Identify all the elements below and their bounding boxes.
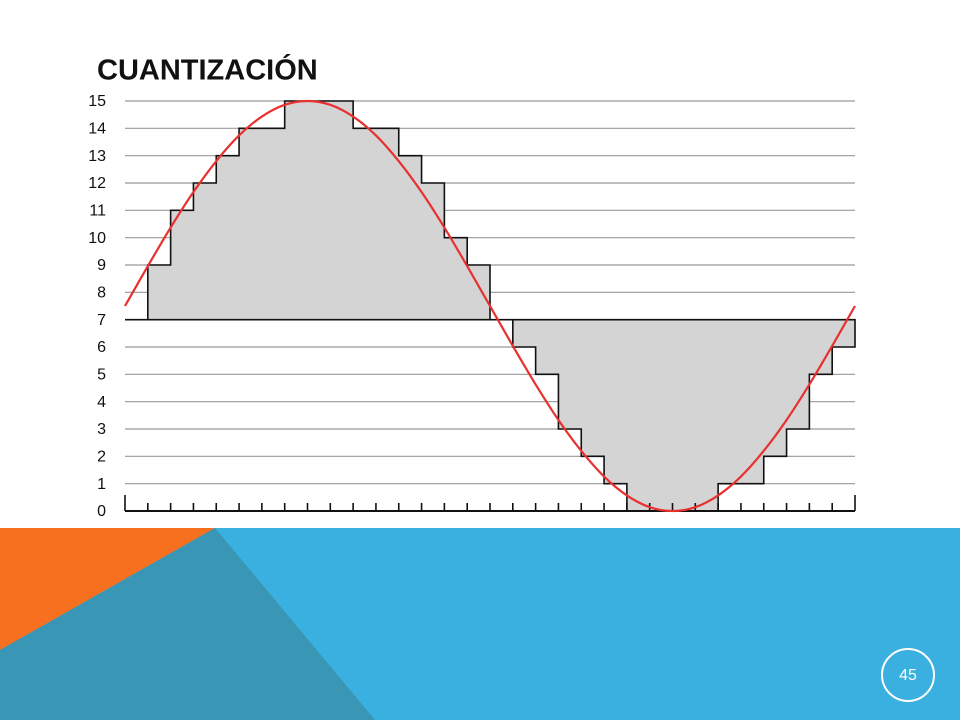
y-tick-label: 15 [88,93,106,110]
page-circle [881,648,935,702]
step-bar [786,319,810,429]
step-bar [467,265,491,320]
step-bar [626,319,651,511]
y-tick-label: 14 [88,121,106,138]
y-tick-label: 5 [97,367,106,384]
step-bar [375,128,400,320]
y-tick-label: 1 [97,476,106,493]
step-bar [216,155,240,320]
step-bar [581,319,605,457]
step-bar [649,319,673,511]
y-tick-label: 0 [97,503,106,520]
slide-title: CUANTIZACIÓN [97,53,318,87]
dark-blue-shape [0,528,375,720]
step-outline [125,100,856,512]
step-bar [695,319,719,511]
step-bar [284,101,308,320]
y-tick-label: 12 [88,175,106,192]
step-bar [147,265,172,320]
step-bar [718,319,742,484]
step-bar [421,183,445,320]
y-tick-label: 6 [97,339,106,356]
y-tick-label: 2 [97,449,106,466]
step-bar [558,319,582,429]
step-bar [512,319,537,347]
step-bar [239,128,263,320]
y-tick-label: 9 [97,257,106,274]
step-bar [809,319,833,375]
step-bar [353,128,377,320]
step-bar [763,319,788,457]
step-bar [535,319,559,375]
step-bar [261,128,286,320]
page-number: 45 [899,667,917,684]
y-tick-label: 11 [89,203,106,220]
step-bar [193,183,217,320]
step-bar [307,101,331,320]
y-tick-label: 4 [97,394,106,411]
y-tick-label: 8 [97,285,106,302]
y-tick-label: 10 [88,230,106,247]
step-bar [170,210,194,320]
step-bar [672,319,696,511]
step-bar [832,319,856,347]
step-bar [604,319,628,484]
y-tick-label: 13 [88,148,106,165]
y-tick-label: 7 [97,312,106,329]
sine-line [124,99,856,513]
step-bar [398,155,423,320]
y-tick-label: 3 [97,421,106,438]
step-bar [444,237,468,320]
step-bar [330,101,354,320]
step-bar [740,319,765,484]
